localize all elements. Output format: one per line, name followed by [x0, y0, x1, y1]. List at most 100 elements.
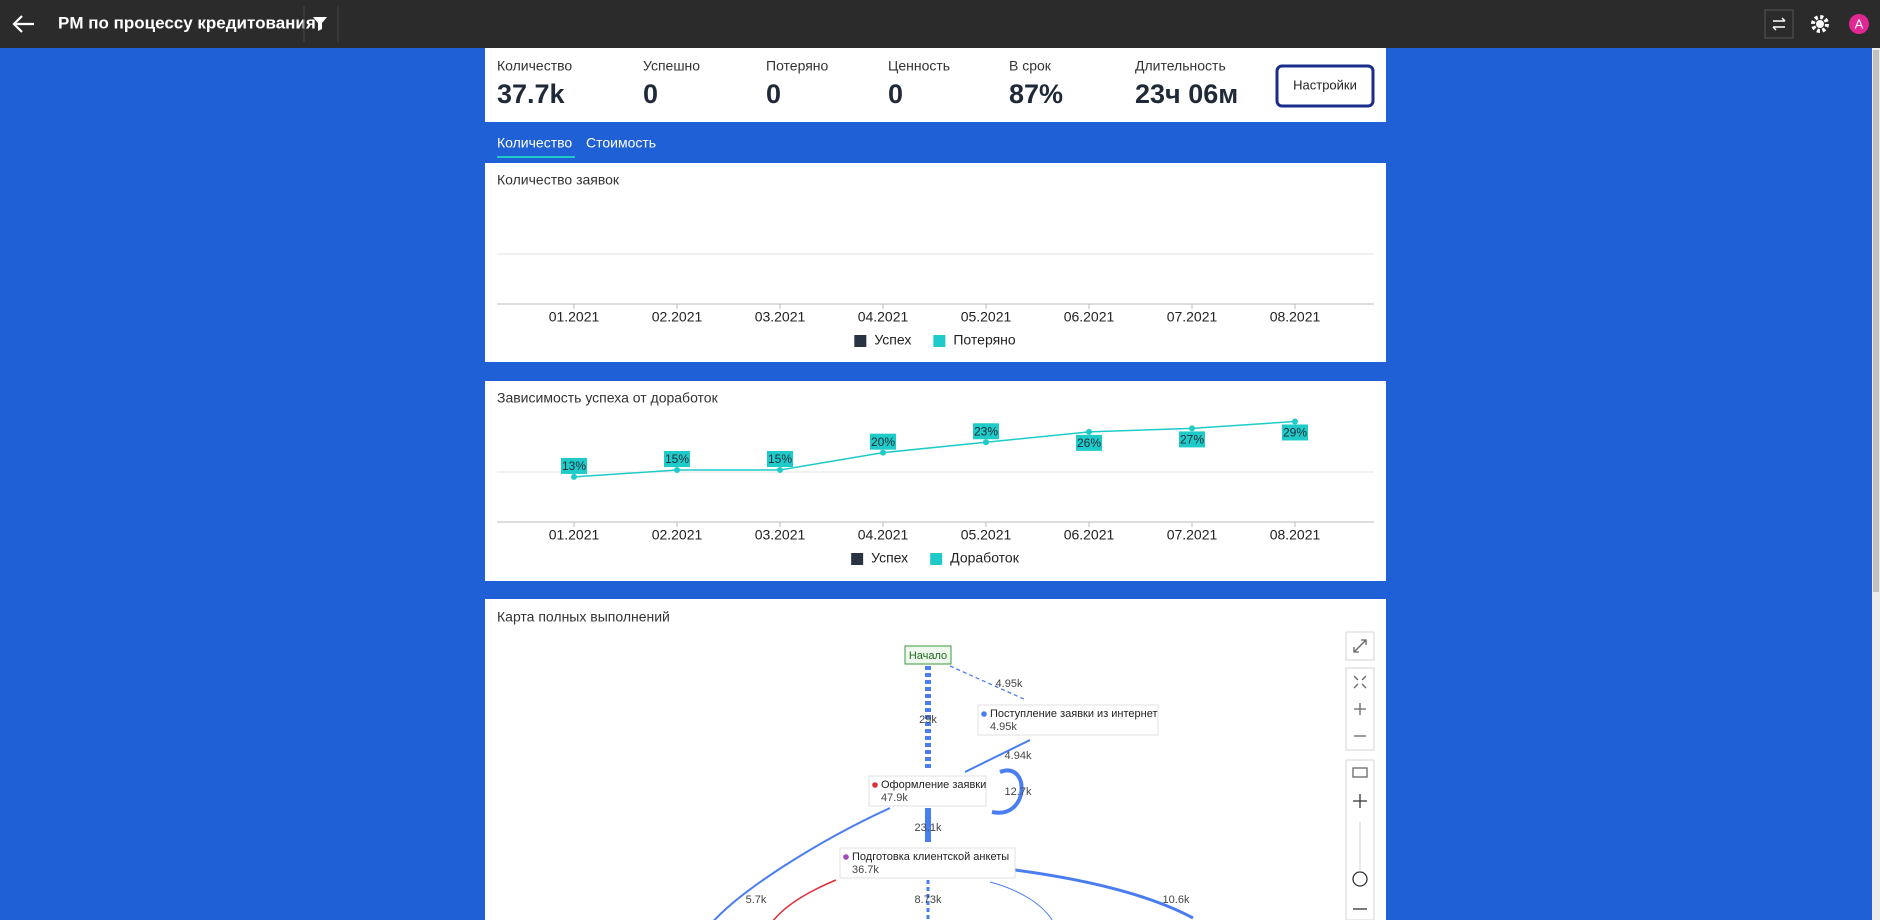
legend-label: Потеряно: [953, 332, 1016, 348]
legend: Успех Потеряно: [854, 332, 1016, 348]
edge: [713, 807, 891, 920]
legend-swatch: [930, 553, 943, 565]
data-label-bg: [870, 433, 896, 450]
map-title: Карта полных выполнений: [497, 609, 670, 625]
data-label: 15%: [665, 452, 689, 466]
settings-button-label[interactable]: Настройки: [1293, 77, 1357, 92]
data-label-bg: [1179, 431, 1205, 448]
expand-button[interactable]: [1345, 631, 1375, 661]
top-bar: [0, 0, 1880, 48]
chart-panel: [485, 163, 1386, 362]
detail-more[interactable]: [1353, 794, 1367, 808]
data-label: 13%: [562, 459, 586, 473]
x-tick-label: 06.2021: [1064, 527, 1115, 543]
settings-icon-core: [1816, 20, 1824, 28]
x-tick-label: 06.2021: [1064, 309, 1115, 325]
legend-swatch: [854, 335, 867, 347]
kpi-value: 23ч 06м: [1135, 79, 1238, 109]
tab-underline: [497, 156, 575, 158]
edge: [1014, 868, 1194, 920]
legend-label: Успех: [871, 550, 908, 566]
data-label-bg: [664, 451, 690, 467]
node-value: 36.7k: [852, 864, 879, 876]
node-value: 4.95k: [990, 721, 1017, 733]
data-label-bg: [767, 451, 793, 467]
scrollbar-thumb[interactable]: [1873, 50, 1879, 592]
point: [1086, 428, 1092, 435]
edge-label: 4.95k: [996, 678, 1023, 690]
node-label: Начало: [909, 650, 947, 662]
edge-label: 23.1k: [915, 822, 942, 834]
node-value: 47.9k: [881, 792, 908, 804]
legend-label: Доработок: [950, 550, 1020, 566]
frame-button[interactable]: [1352, 767, 1368, 778]
x-tick-label: 02.2021: [652, 309, 703, 325]
line: [573, 420, 1296, 478]
avatar[interactable]: [1849, 14, 1869, 34]
kpi-label: Количество: [497, 58, 572, 74]
x-tick-label: 05.2021: [961, 309, 1012, 325]
edge: [964, 739, 1031, 773]
node-dot: [981, 711, 987, 717]
fit-button[interactable]: [1353, 675, 1367, 689]
page-title: PM по процессу кредитования: [58, 13, 316, 32]
data-label: 29%: [1283, 426, 1307, 440]
slider-handle[interactable]: [1352, 871, 1368, 887]
zoom-group: [1345, 667, 1375, 751]
legend: Успех Доработок: [851, 550, 1020, 566]
kpi-label: Потеряно: [766, 58, 829, 74]
kpi-label: Длительность: [1135, 58, 1226, 74]
settings-icon[interactable]: [1811, 15, 1829, 33]
x-tick-label: 01.2021: [549, 309, 600, 325]
kpi-value: 37.7k: [497, 79, 566, 109]
back-button[interactable]: [12, 15, 34, 33]
node-dot: [872, 782, 878, 788]
kpi-label: Ценность: [888, 58, 950, 74]
kpi-value: 87%: [1009, 79, 1063, 109]
kpi-value: 0: [766, 79, 781, 109]
node: [839, 847, 1016, 879]
kpi-value: 0: [643, 79, 658, 109]
point: [571, 473, 577, 480]
data-label: 20%: [871, 435, 895, 449]
x-tick-label: 04.2021: [858, 309, 909, 325]
filter-button[interactable]: [313, 17, 327, 31]
legend-label: Успех: [874, 332, 911, 348]
data-label-bg: [1282, 424, 1308, 441]
x-tick-label: 02.2021: [652, 527, 703, 543]
chart-panel: [485, 381, 1386, 581]
edge-label: 12.7k: [1005, 786, 1032, 798]
zoom-in-button[interactable]: [1354, 703, 1366, 715]
kpi-value: 0: [888, 79, 903, 109]
chart-title: Зависимость успеха от доработок: [497, 390, 719, 406]
kpi-panel: [485, 48, 1386, 122]
point: [983, 439, 989, 446]
edge-label: 4.94k: [1005, 750, 1032, 762]
node-label: Подготовка клиентской анкеты: [852, 851, 1009, 863]
x-tick-label: 07.2021: [1167, 309, 1218, 325]
settings-button[interactable]: [1275, 64, 1375, 108]
point: [777, 467, 783, 473]
node-label: Поступление заявки из интернет: [990, 708, 1158, 720]
edge-label: 5.7k: [746, 894, 767, 906]
data-label: 15%: [768, 452, 792, 466]
data-label-bg: [561, 457, 587, 474]
node-dot: [843, 854, 849, 860]
point: [674, 467, 680, 473]
x-tick-label: 08.2021: [1270, 309, 1321, 325]
start-node: [904, 645, 952, 665]
map-toolbar: [1345, 631, 1375, 920]
edge: [989, 881, 1053, 920]
tab[interactable]: Стоимость: [586, 135, 656, 151]
x-tick-label: 05.2021: [961, 527, 1012, 543]
point: [880, 449, 886, 456]
tab[interactable]: Количество: [497, 135, 572, 151]
legend-swatch: [851, 553, 864, 565]
kpi-label: В срок: [1009, 58, 1052, 74]
compare-icon: [1772, 17, 1786, 31]
x-tick-label: 07.2021: [1167, 527, 1218, 543]
edge: [991, 768, 1024, 815]
x-tick-label: 03.2021: [755, 527, 806, 543]
compare-button[interactable]: [1764, 9, 1794, 39]
edge: [772, 879, 837, 920]
